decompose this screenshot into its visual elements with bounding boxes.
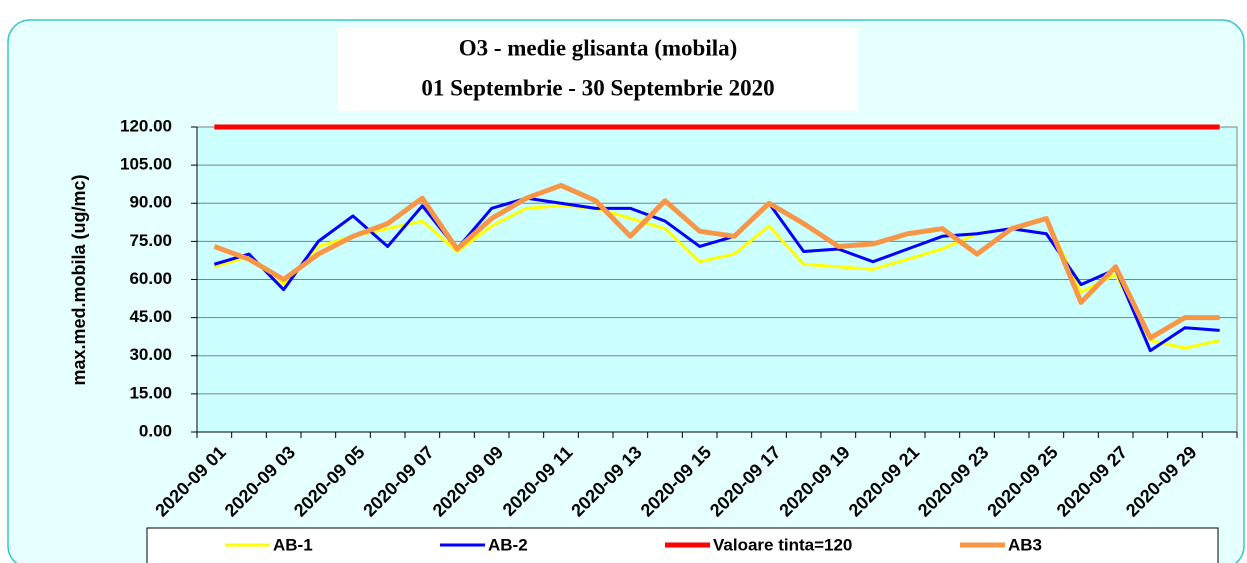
y-tick-label: 120.00 xyxy=(120,116,172,135)
y-tick-label: 75.00 xyxy=(129,231,172,250)
y-tick-label: 105.00 xyxy=(120,155,172,174)
legend-label: AB3 xyxy=(1008,535,1042,554)
series-line xyxy=(213,196,1220,353)
legend-label: AB-1 xyxy=(273,535,313,554)
title-box xyxy=(338,28,858,111)
y-tick-label: 90.00 xyxy=(129,193,172,212)
y-tick-label: 60.00 xyxy=(129,269,172,288)
y-tick-label: 30.00 xyxy=(129,345,172,364)
y-tick-label: 45.00 xyxy=(129,307,172,326)
y-tick-label: 0.00 xyxy=(139,421,172,440)
y-axis-label: max.med.mobila (ug/mc) xyxy=(69,174,89,385)
y-tick-label: 15.00 xyxy=(129,383,172,402)
legend-label: Valoare tinta=120 xyxy=(713,535,852,554)
chart-title: O3 - medie glisanta (mobila) xyxy=(459,35,738,60)
series-line xyxy=(213,182,1220,341)
legend-label: AB-2 xyxy=(488,535,528,554)
chart-subtitle: 01 Septembrie - 30 Septembrie 2020 xyxy=(421,75,774,100)
